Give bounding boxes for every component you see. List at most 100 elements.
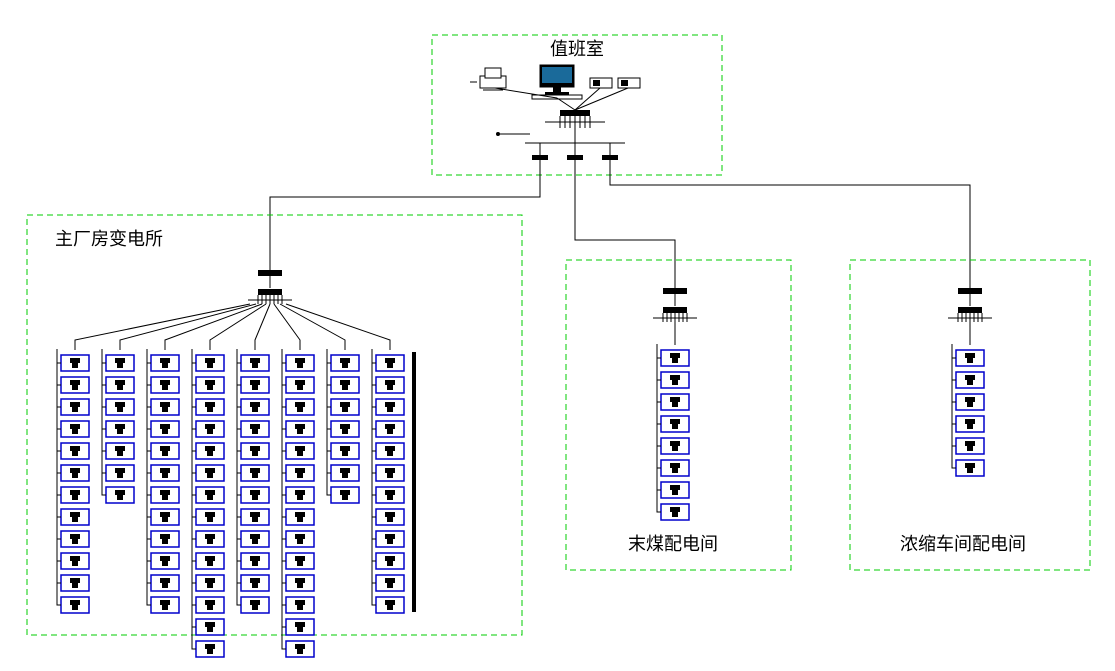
main-meter-columns (57, 349, 404, 657)
meter-unit (102, 481, 134, 503)
meter-unit (282, 525, 314, 547)
meter-unit (237, 547, 269, 569)
meter-unit (327, 459, 359, 481)
control-room-group: 值班室 (432, 35, 722, 175)
meter-unit (657, 432, 689, 454)
meter-unit (282, 459, 314, 481)
meter-unit (372, 481, 404, 503)
meter-unit (192, 459, 224, 481)
meter-unit (102, 459, 134, 481)
meter-unit (327, 415, 359, 437)
meter-unit (952, 388, 984, 410)
meter-unit (57, 591, 89, 613)
meter-unit (192, 503, 224, 525)
meter-unit (952, 410, 984, 432)
meter-unit (952, 366, 984, 388)
control-room-label: 值班室 (550, 39, 604, 59)
meter-unit (237, 371, 269, 393)
meter-unit (237, 569, 269, 591)
meter-unit (147, 349, 179, 371)
coal-meter-column (657, 344, 689, 520)
meter-unit (372, 371, 404, 393)
meter-unit (657, 410, 689, 432)
meter-unit (237, 349, 269, 371)
meter-unit (372, 547, 404, 569)
meter-unit (192, 591, 224, 613)
meter-unit (57, 547, 89, 569)
coal-room-border (566, 260, 791, 570)
meter-unit (282, 437, 314, 459)
meter-unit (102, 349, 134, 371)
main-substation-label: 主厂房变电所 (55, 229, 163, 249)
meter-unit (282, 635, 314, 657)
concentrate-room-group: 浓缩车间配电间 (850, 260, 1090, 570)
meter-unit (952, 432, 984, 454)
meter-unit (372, 503, 404, 525)
meter-unit (952, 344, 984, 366)
meter-unit (327, 371, 359, 393)
meter-unit (102, 415, 134, 437)
meter-unit (102, 437, 134, 459)
concentrate-room-border (850, 260, 1090, 570)
meter-unit (57, 503, 89, 525)
meter-unit (657, 388, 689, 410)
meter-unit (952, 454, 984, 476)
meter-unit (327, 393, 359, 415)
meter-unit (147, 415, 179, 437)
meter-unit (192, 525, 224, 547)
side-bar (412, 352, 416, 612)
meter-unit (57, 415, 89, 437)
meter-unit (372, 591, 404, 613)
meter-unit (372, 349, 404, 371)
meter-unit (57, 481, 89, 503)
meter-unit (147, 591, 179, 613)
meter-unit (282, 481, 314, 503)
meter-unit (192, 415, 224, 437)
concentrate-meter-column (952, 344, 984, 476)
meter-unit (147, 503, 179, 525)
meter-unit (147, 371, 179, 393)
meter-unit (282, 591, 314, 613)
meter-unit (237, 393, 269, 415)
meter-unit (192, 635, 224, 657)
printer-icon (470, 68, 506, 90)
meter-unit (237, 481, 269, 503)
meter-unit (282, 349, 314, 371)
meter-unit (327, 437, 359, 459)
meter-unit (657, 344, 689, 366)
coal-room-label: 末煤配电间 (628, 534, 718, 554)
meter-unit (282, 613, 314, 635)
meter-unit (372, 415, 404, 437)
meter-unit (282, 503, 314, 525)
meter-unit (192, 569, 224, 591)
meter-unit (102, 371, 134, 393)
meter-unit (372, 459, 404, 481)
meter-unit (657, 454, 689, 476)
meter-unit (147, 459, 179, 481)
main-substation-border (27, 215, 522, 635)
meter-unit (192, 349, 224, 371)
computer-icon (532, 65, 582, 99)
meter-unit (192, 613, 224, 635)
meter-unit (237, 459, 269, 481)
concentrate-room-label: 浓缩车间配电间 (900, 534, 1026, 554)
meter-unit (57, 525, 89, 547)
meter-unit (192, 393, 224, 415)
meter-unit (192, 547, 224, 569)
meter-unit (237, 437, 269, 459)
meter-unit (237, 525, 269, 547)
meter-unit (147, 437, 179, 459)
meter-unit (372, 437, 404, 459)
meter-unit (282, 393, 314, 415)
meter-unit (282, 371, 314, 393)
module-icons (590, 78, 640, 88)
meter-unit (327, 349, 359, 371)
meter-unit (237, 591, 269, 613)
meter-unit (147, 393, 179, 415)
main-fanout (75, 300, 390, 350)
meter-unit (282, 569, 314, 591)
meter-unit (57, 459, 89, 481)
meter-unit (57, 569, 89, 591)
trunk-wires (270, 160, 970, 288)
meter-unit (237, 503, 269, 525)
